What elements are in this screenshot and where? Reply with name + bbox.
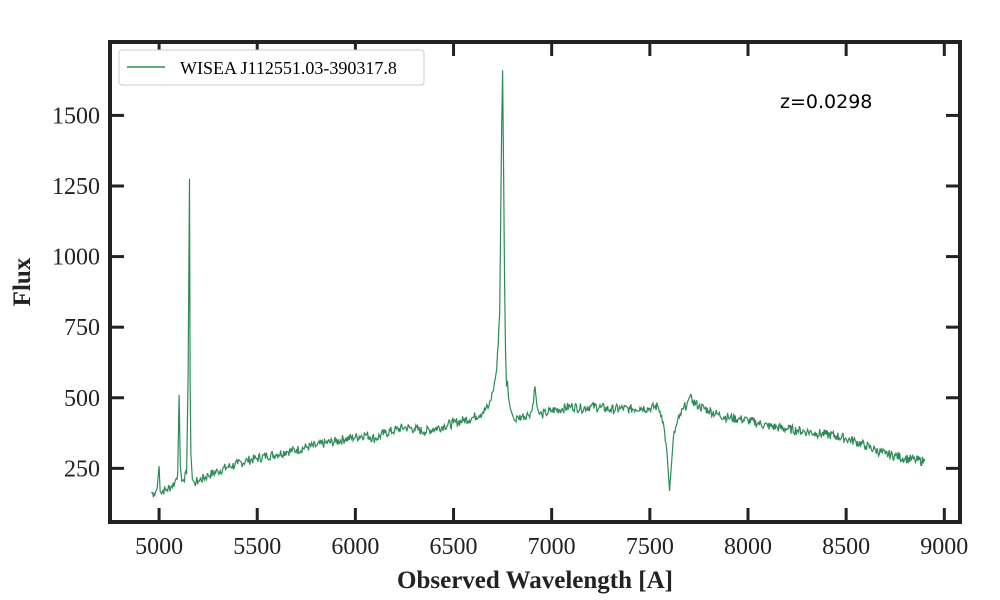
- x-axis-label: Observed Wavelength [A]: [397, 567, 673, 594]
- x-tick-label: 8000: [724, 534, 772, 560]
- legend-box: [118, 49, 425, 86]
- y-tick-label: 1000: [52, 245, 100, 271]
- x-tick-label: 7500: [626, 534, 674, 560]
- y-axis-ticks: 250 500 750 1000 1250 1500: [52, 103, 960, 482]
- x-tick-label: 5000: [135, 534, 183, 560]
- x-axis-ticks: 5000 5500 6000 6500 7000 7500 8000 8500 9000: [135, 42, 968, 560]
- x-tick-label: 6500: [430, 534, 478, 560]
- x-tick-label: 8500: [822, 534, 870, 560]
- series-line: [150, 70, 926, 498]
- redshift-annotation: z=0.0298: [780, 91, 872, 113]
- y-tick-label: 250: [64, 456, 100, 482]
- plot-area: 5000 5500 6000 6500 7000 7500 8000 8500 9000 250…: [52, 40, 968, 560]
- x-tick-label: 5500: [233, 534, 281, 560]
- y-tick-label: 500: [64, 386, 100, 412]
- y-tick-label: 1500: [52, 103, 100, 129]
- y-axis-label: Flux: [9, 257, 36, 306]
- x-tick-label: 9000: [920, 534, 968, 560]
- y-tick-label: 750: [64, 315, 100, 341]
- legend: WISEA J112551.03-390317.8: [118, 49, 425, 86]
- x-tick-label: 7000: [528, 534, 576, 560]
- x-tick-label: 6000: [331, 534, 379, 560]
- y-tick-label: 1250: [52, 174, 100, 200]
- legend-label: WISEA J112551.03-390317.8: [180, 58, 397, 78]
- axes-frame: [108, 40, 962, 524]
